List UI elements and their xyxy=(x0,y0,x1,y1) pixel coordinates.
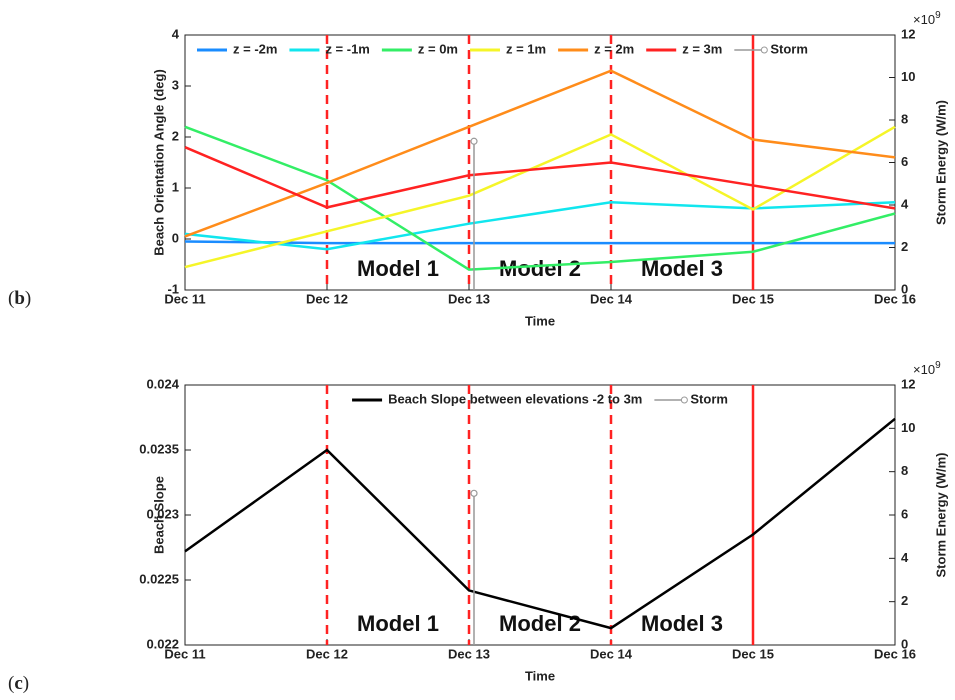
panel-label: (b) xyxy=(8,288,31,309)
series-line xyxy=(184,417,896,630)
panel-label-close: ) xyxy=(23,673,29,694)
panel-label-close: ) xyxy=(25,288,31,309)
y2-tick-label: 12 xyxy=(901,26,915,41)
y-tick-label: 0.0235 xyxy=(139,441,179,456)
y-tick-label: -1 xyxy=(167,281,179,296)
panel-label-open: ( xyxy=(8,673,14,694)
y-tick-label: 4 xyxy=(172,26,180,41)
y2-tick-label: 4 xyxy=(901,550,909,565)
y2-tick-label: 2 xyxy=(901,593,908,608)
series-line xyxy=(184,240,895,245)
y2-tick-label: 4 xyxy=(901,196,909,211)
model-label: Model 2 xyxy=(499,611,581,636)
legend-label: z = -2m xyxy=(233,41,277,56)
series-line xyxy=(184,69,896,238)
y-axis-title: Beach Orientation Angle (deg) xyxy=(151,69,166,256)
y-axis-title: Beach Slope xyxy=(151,476,166,554)
y2-tick-label: 6 xyxy=(901,154,908,169)
y-tick-label: 0 xyxy=(172,230,179,245)
x-tick-label: Dec 15 xyxy=(732,291,774,306)
model-label: Model 1 xyxy=(357,611,439,636)
legend-label: z = 3m xyxy=(682,41,722,56)
panel-label-letter: b xyxy=(14,288,25,309)
x-tick-label: Dec 16 xyxy=(874,291,916,306)
y2-tick-label: 2 xyxy=(901,239,908,254)
storm-marker xyxy=(470,489,478,497)
y2-multiplier-base: ×10 xyxy=(913,362,935,377)
panel-label: (c) xyxy=(8,673,29,694)
y2-axis-title: Storm Energy (W/m) xyxy=(933,100,948,225)
legend-label: Storm xyxy=(770,41,808,56)
y-tick-label: 0.024 xyxy=(146,376,179,391)
model-label: Model 1 xyxy=(357,256,439,281)
x-tick-label: Dec 12 xyxy=(306,646,348,661)
y-tick-label: 1 xyxy=(172,179,179,194)
panel-label-letter: c xyxy=(14,673,22,694)
x-tick-label: Dec 13 xyxy=(448,291,490,306)
y2-tick-label: 10 xyxy=(901,69,915,84)
y-tick-label: 0.022 xyxy=(146,636,179,651)
x-tick-label: Dec 11 xyxy=(164,646,205,661)
y2-tick-label: 12 xyxy=(901,376,915,391)
y-tick-label: 2 xyxy=(172,128,179,143)
series-line xyxy=(184,125,896,269)
legend-swatch-marker xyxy=(760,46,768,54)
storm-marker xyxy=(470,137,478,145)
legend-label: Beach Slope between elevations -2 to 3m xyxy=(388,391,642,406)
x-tick-label: Dec 16 xyxy=(874,646,916,661)
legend: z = -2m z = -1m z = 0m z = 1m z = 2m z = 3m St… xyxy=(197,41,808,56)
y2-multiplier-exponent: 9 xyxy=(935,10,941,21)
x-tick-label: Dec 12 xyxy=(306,291,348,306)
x-tick-label: Dec 15 xyxy=(732,646,774,661)
x-tick-label: Dec 11 xyxy=(164,291,205,306)
x-tick-label: Dec 14 xyxy=(590,646,633,661)
x-tick-label: Dec 14 xyxy=(590,291,633,306)
y2-axis-title: Storm Energy (W/m) xyxy=(933,453,948,578)
x-tick-label: Dec 13 xyxy=(448,646,490,661)
y-tick-label: 3 xyxy=(172,77,179,92)
model-label: Model 3 xyxy=(641,611,723,636)
y2-multiplier-exponent: 9 xyxy=(935,360,941,371)
y2-tick-label: 8 xyxy=(901,111,908,126)
y2-tick-label: 10 xyxy=(901,420,915,435)
y2-multiplier-base: ×10 xyxy=(913,12,935,27)
legend-label: z = -1m xyxy=(325,41,369,56)
y2-tick-label: 0 xyxy=(901,636,908,651)
x-axis-title: Time xyxy=(525,668,555,683)
y2-multiplier: ×109 xyxy=(913,10,941,28)
series-line xyxy=(184,125,896,271)
plot-frame xyxy=(184,384,896,646)
legend-label: Storm xyxy=(690,391,728,406)
legend-swatch-marker xyxy=(680,396,688,404)
legend-label: z = 0m xyxy=(418,41,458,56)
y-tick-label: 0.0225 xyxy=(139,571,179,586)
legend: Beach Slope between elevations -2 to 3m S… xyxy=(352,391,728,406)
y-tick-label: 0.023 xyxy=(146,506,179,521)
series-line xyxy=(184,201,896,251)
series-line xyxy=(184,146,896,210)
y2-tick-label: 6 xyxy=(901,506,908,521)
x-axis-title: Time xyxy=(525,313,555,328)
legend-label: z = 1m xyxy=(506,41,546,56)
y2-tick-label: 0 xyxy=(901,281,908,296)
y2-tick-label: 8 xyxy=(901,463,908,478)
y2-multiplier: ×109 xyxy=(913,360,941,378)
plot-frame xyxy=(184,34,896,291)
panel-label-open: ( xyxy=(8,288,14,309)
legend-label: z = 2m xyxy=(594,41,634,56)
